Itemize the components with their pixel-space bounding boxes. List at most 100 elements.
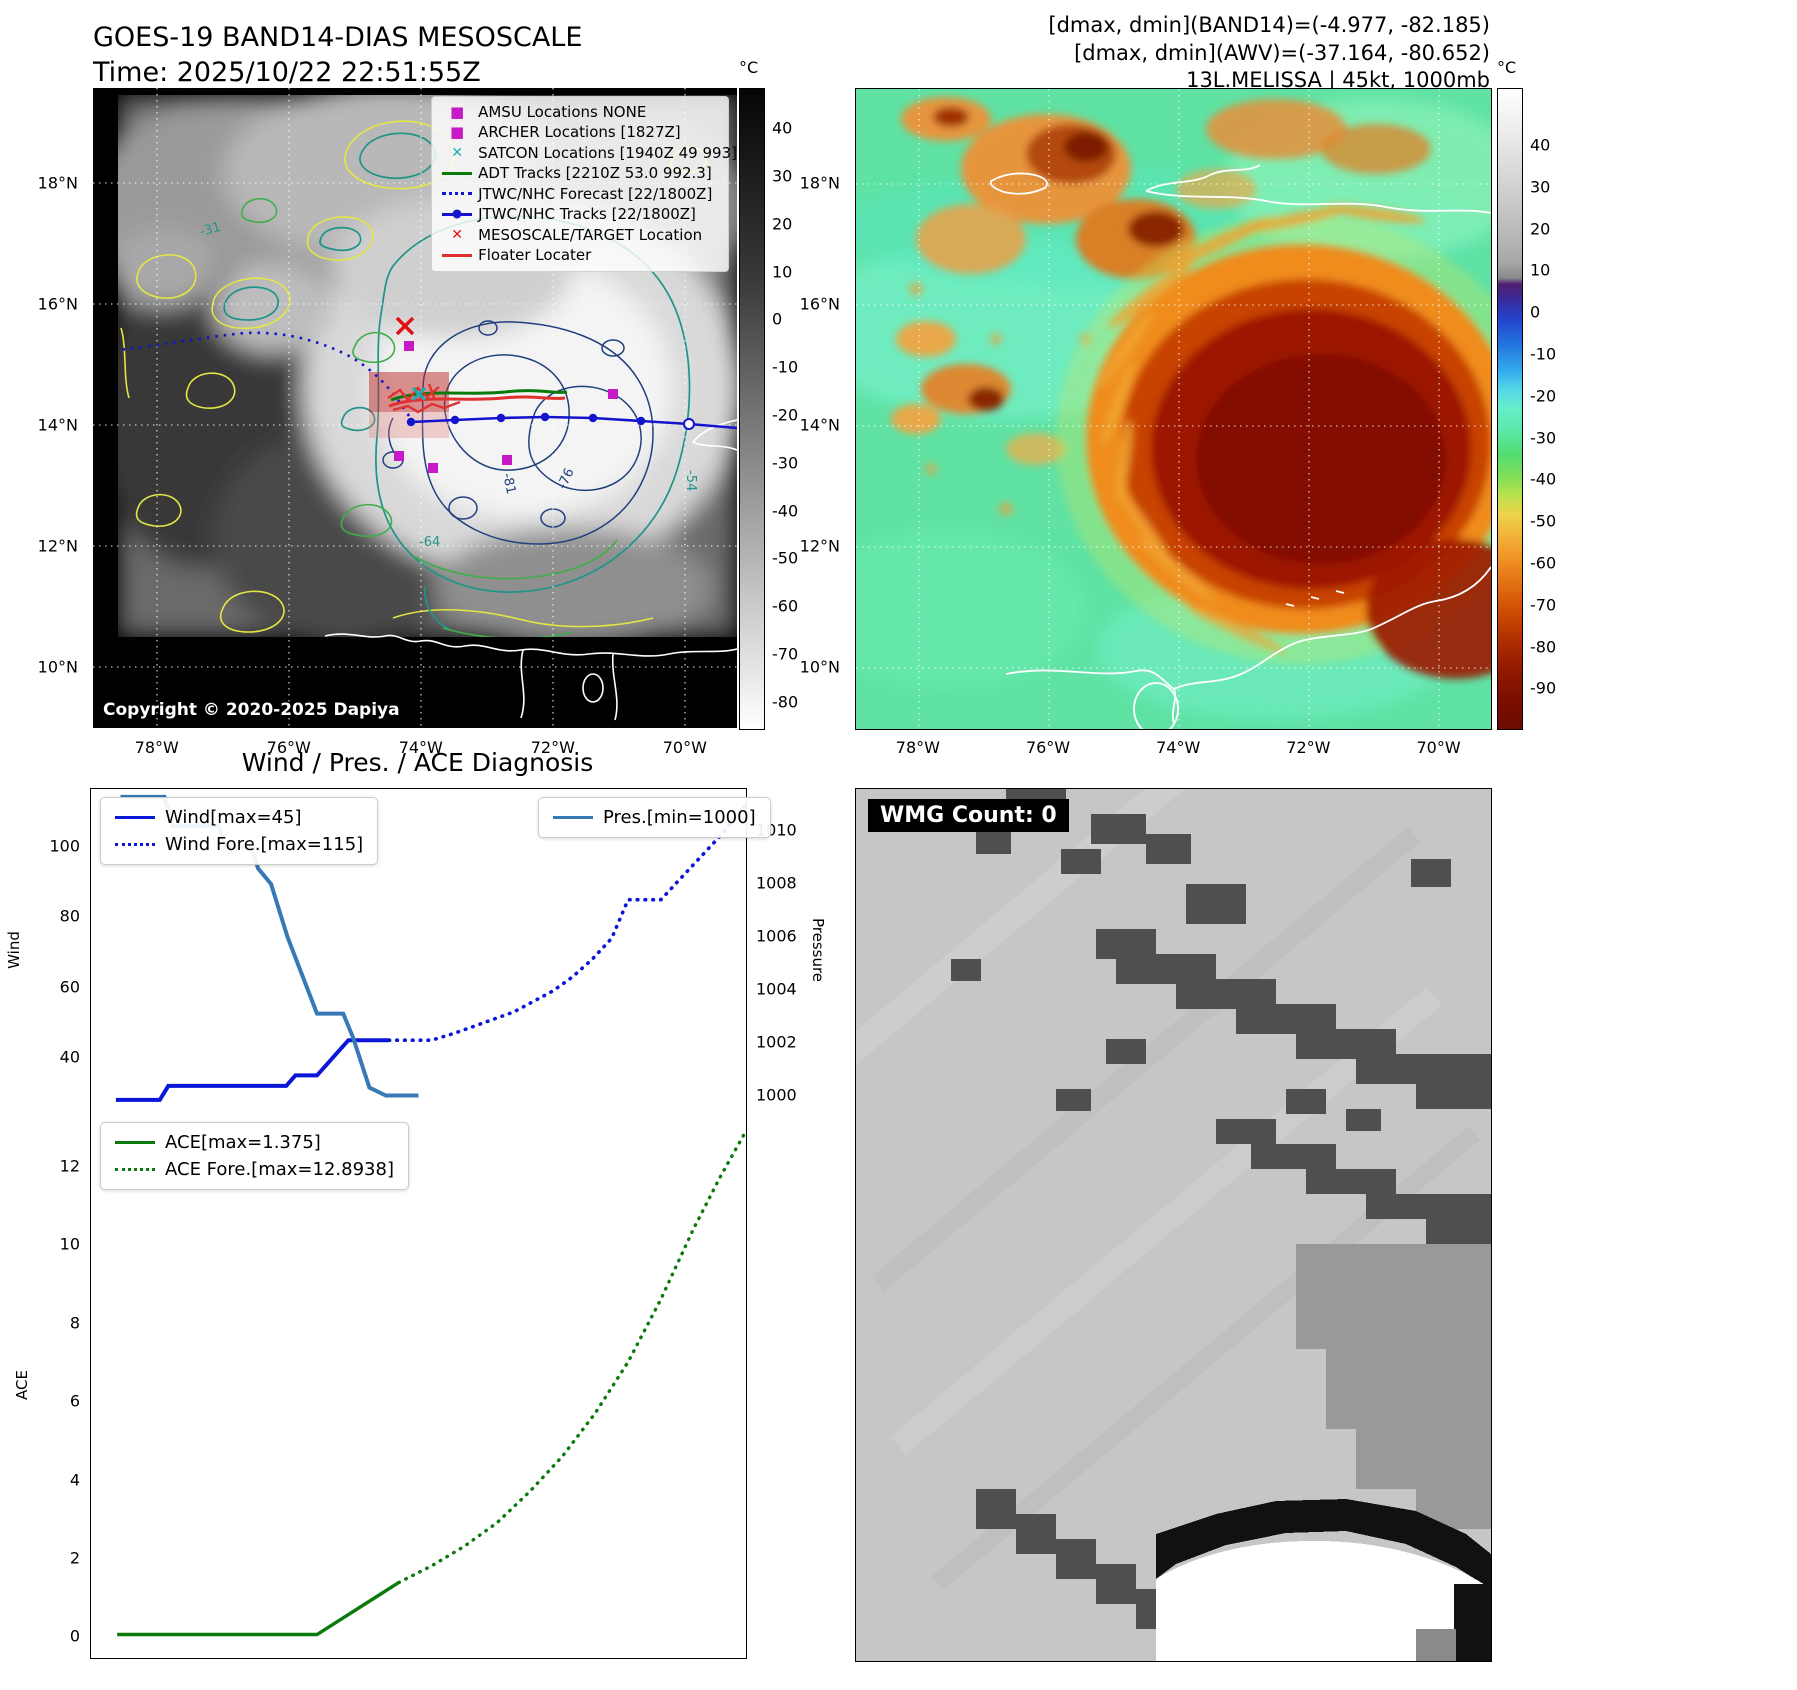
dotted-line-swatch [115, 843, 155, 846]
cold-pixel-blocks [951, 789, 1491, 1629]
chart-legend-label: Pres.[min=1000] [603, 807, 756, 828]
lat-tick-label: 16°N [799, 294, 840, 314]
solid-line-swatch [115, 816, 155, 819]
series-wind-fore-max-115- [387, 803, 746, 1042]
lon-tick-label: 76°W [1025, 738, 1071, 757]
awv-lat-axis: 18°N 16°N 14°N 12°N 10°N [762, 88, 848, 728]
band14-title-block: GOES-19 BAND14-DIAS MESOSCALE Time: 2025… [93, 20, 582, 90]
awv-lon-axis: 78°W 76°W 74°W 72°W 70°W [855, 732, 1490, 762]
solid-line-swatch [553, 816, 593, 819]
colorbar-tick-label: 10 [1530, 260, 1551, 280]
colorbar-tick-label: -10 [1530, 344, 1557, 364]
dotted-marker-icon [438, 185, 476, 203]
jtwc-forecast-track [116, 331, 411, 417]
colorbar-tick-label: 40 [772, 118, 793, 138]
colorbar-tick-label: 20 [1530, 219, 1551, 239]
wmg-image [856, 789, 1491, 1661]
awv-map-panel [855, 88, 1492, 730]
lat-tick-label: 16°N [37, 294, 78, 314]
chart-tick-label: 60 [59, 977, 80, 996]
chart-legend-item: Wind[max=45] [115, 804, 363, 831]
colorbar-tick-label: 40 [1530, 135, 1551, 155]
colorbar-tick-label: 0 [772, 309, 783, 329]
chart-tick-label: 8 [69, 1313, 80, 1333]
lat-tick-label: 18°N [37, 173, 78, 193]
chart-tick-label: 80 [59, 906, 80, 926]
chart-legend-item: Wind Fore.[max=115] [115, 831, 363, 858]
map-legend-label: MESOSCALE/TARGET Location [478, 225, 703, 244]
awv-dmax-awv: [dmax, dmin](AWV)=(-37.164, -80.652) [1074, 40, 1490, 65]
line-dot-marker-icon [438, 205, 476, 223]
ace-chart [90, 1113, 747, 1659]
band14-colorbar [739, 88, 765, 730]
chart-tick-label: 40 [59, 1047, 80, 1067]
map-legend-label: ADT Tracks [2210Z 53.0 992.3] [478, 164, 712, 183]
map-legend-label: AMSU Locations NONE [478, 102, 647, 121]
ace-plot [117, 1129, 746, 1637]
chart-legend-label: ACE[max=1.375] [165, 1132, 321, 1153]
satcon-x-marker [411, 386, 427, 402]
pressure-axis-ticks: 1000 1002 1004 1006 1008 1010 [748, 788, 808, 1113]
ace-legend-box: ACE[max=1.375] ACE Fore.[max=12.8938] [100, 1122, 409, 1190]
lat-tick-label: 12°N [37, 536, 78, 556]
awv-dmax-band14: [dmax, dmin](BAND14)=(-4.977, -82.185) [1048, 13, 1490, 37]
colorbar-tick-label: -40 [772, 501, 799, 521]
chart-tick-label: 12 [59, 1156, 80, 1176]
colorbar-tick-label: 30 [1530, 177, 1551, 197]
lat-tick-label: 14°N [799, 415, 840, 435]
map-legend-label: ARCHER Locations [1827Z] [478, 123, 681, 142]
mid-gray-region [1296, 1244, 1491, 1529]
map-legend-label: JTWC/NHC Forecast [22/1800Z] [478, 184, 713, 203]
copyright-text: Copyright © 2020-2025 Dapiya [103, 700, 400, 720]
graticule [856, 89, 1491, 729]
awv-header: [dmax, dmin](BAND14)=(-4.977, -82.185) [… [855, 12, 1490, 95]
colorbar-tick-label: -40 [1530, 469, 1557, 489]
contours-green [240, 197, 618, 637]
colorbar-tick-label: -60 [1530, 553, 1557, 573]
band14-time: Time: 2025/10/22 22:51:55Z [93, 57, 481, 89]
map-legend-item: ADT Tracks [2210Z 53.0 992.3] [438, 163, 722, 184]
awv-map [856, 89, 1491, 729]
chart-tick-label: 2 [69, 1548, 80, 1568]
series-wind-max-45- [115, 1038, 389, 1102]
coastlines [989, 164, 1491, 729]
diagnosis-title: Wind / Pres. / ACE Diagnosis [241, 748, 594, 777]
band14-title: GOES-19 BAND14-DIAS MESOSCALE [93, 22, 583, 53]
lon-tick-label: 74°W [398, 738, 443, 757]
ace-axis-ticks: 0 2 4 6 8 10 12 [38, 1113, 86, 1658]
line-marker-icon [438, 164, 476, 182]
pressure-legend-box: Pres.[min=1000] [538, 797, 771, 838]
mesoscale-target-x-marker [395, 316, 415, 336]
colorbar-tick-label: 0 [1530, 302, 1541, 322]
black-column [1454, 1584, 1491, 1661]
wmg-panel: WMG Count: 0 [855, 788, 1492, 1662]
map-legend-item: JTWC/NHC Tracks [22/1800Z] [438, 204, 722, 225]
warm-white-blob [1156, 1540, 1491, 1661]
black-rim [1156, 1499, 1491, 1589]
lat-tick-label: 14°N [37, 415, 78, 435]
contour-label: -64 [419, 535, 440, 550]
chart-tick-label: 100 [49, 836, 80, 856]
chart-legend-label: ACE Fore.[max=12.8938] [165, 1159, 394, 1180]
map-legend-label: SATCON Locations [1940Z 49 993] [478, 143, 737, 162]
lon-tick-label: 76°W [266, 738, 311, 757]
contour-label: -81 [499, 472, 518, 496]
line-marker-icon [438, 246, 476, 264]
lon-tick-label: 70°W [662, 738, 707, 757]
band14-lon-axis: 78°W 76°W 74°W 72°W 70°W [93, 732, 737, 762]
pressure-axis-label: Pressure [809, 917, 827, 983]
colorbar-tick-label: -20 [772, 405, 799, 425]
colorbar-tick-label: -10 [772, 357, 799, 377]
map-legend-item: Floater Locater [438, 245, 722, 266]
series-ace-fore-max-12-8938- [397, 1129, 746, 1585]
colorbar-tick-label: -30 [772, 453, 799, 473]
lat-tick-label: 10°N [799, 657, 840, 677]
band14-colorbar-unit: °C [739, 58, 759, 77]
chart-tick-label: 0 [69, 1626, 80, 1646]
lon-tick-label: 74°W [1156, 738, 1201, 757]
gray-corner [1416, 1629, 1456, 1661]
awv-colorbar [1497, 88, 1523, 730]
chart-legend-item: Pres.[min=1000] [553, 804, 756, 831]
chart-tick-label: 1008 [756, 873, 797, 893]
